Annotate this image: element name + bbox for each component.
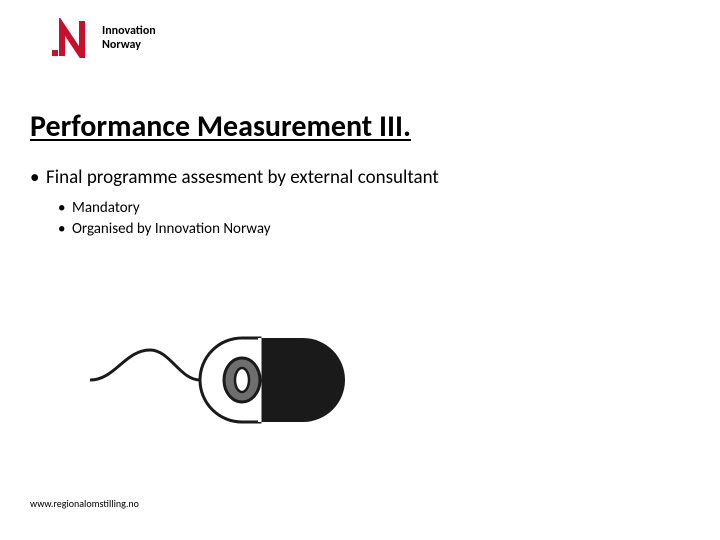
sub-bullet-list: Mandatory Organised by Innovation Norway [30, 199, 680, 238]
bullet-list: Final programme assesment by external co… [30, 160, 680, 241]
bullet-level2: Organised by Innovation Norway [58, 220, 680, 238]
logo-mark-icon [52, 18, 92, 58]
slide: Innovation Norway Performance Measuremen… [0, 0, 720, 540]
mouse-icon [90, 320, 350, 445]
logo-text: Innovation Norway [102, 24, 156, 53]
footer-url: www.regionalomstilling.no [30, 497, 139, 510]
logo: Innovation Norway [52, 18, 156, 58]
bullet-level1: Final programme assesment by external co… [30, 166, 680, 189]
logo-text-line2: Norway [102, 38, 156, 52]
logo-text-line1: Innovation [102, 24, 156, 38]
page-title: Performance Measurement III. [30, 108, 411, 145]
bullet-level2: Mandatory [58, 199, 680, 217]
